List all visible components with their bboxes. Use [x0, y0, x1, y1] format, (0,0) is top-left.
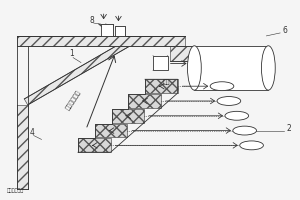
Ellipse shape: [261, 46, 275, 90]
Bar: [95, 124, 127, 137]
Text: 气体运动方向: 气体运动方向: [64, 89, 82, 111]
Text: 固废运动方向: 固废运动方向: [7, 188, 24, 193]
Bar: [112, 109, 144, 123]
Ellipse shape: [217, 97, 241, 105]
Bar: [194, 46, 268, 90]
Text: 固废: 固废: [163, 79, 170, 85]
Text: 1: 1: [69, 49, 74, 58]
Text: 2: 2: [286, 124, 291, 133]
Bar: [116, 26, 125, 36]
Bar: [78, 138, 111, 152]
Ellipse shape: [188, 46, 201, 90]
Ellipse shape: [233, 126, 256, 135]
Text: 4: 4: [30, 128, 34, 137]
Bar: [170, 46, 194, 61]
Ellipse shape: [225, 111, 249, 120]
Bar: [145, 79, 178, 93]
Polygon shape: [24, 40, 130, 105]
Ellipse shape: [210, 82, 234, 91]
Bar: [101, 24, 112, 36]
Polygon shape: [17, 105, 28, 189]
Bar: [17, 36, 184, 46]
Text: 8: 8: [89, 16, 94, 25]
Bar: [128, 94, 161, 108]
Ellipse shape: [240, 141, 263, 150]
Bar: [153, 56, 168, 70]
Text: 6: 6: [282, 26, 287, 35]
